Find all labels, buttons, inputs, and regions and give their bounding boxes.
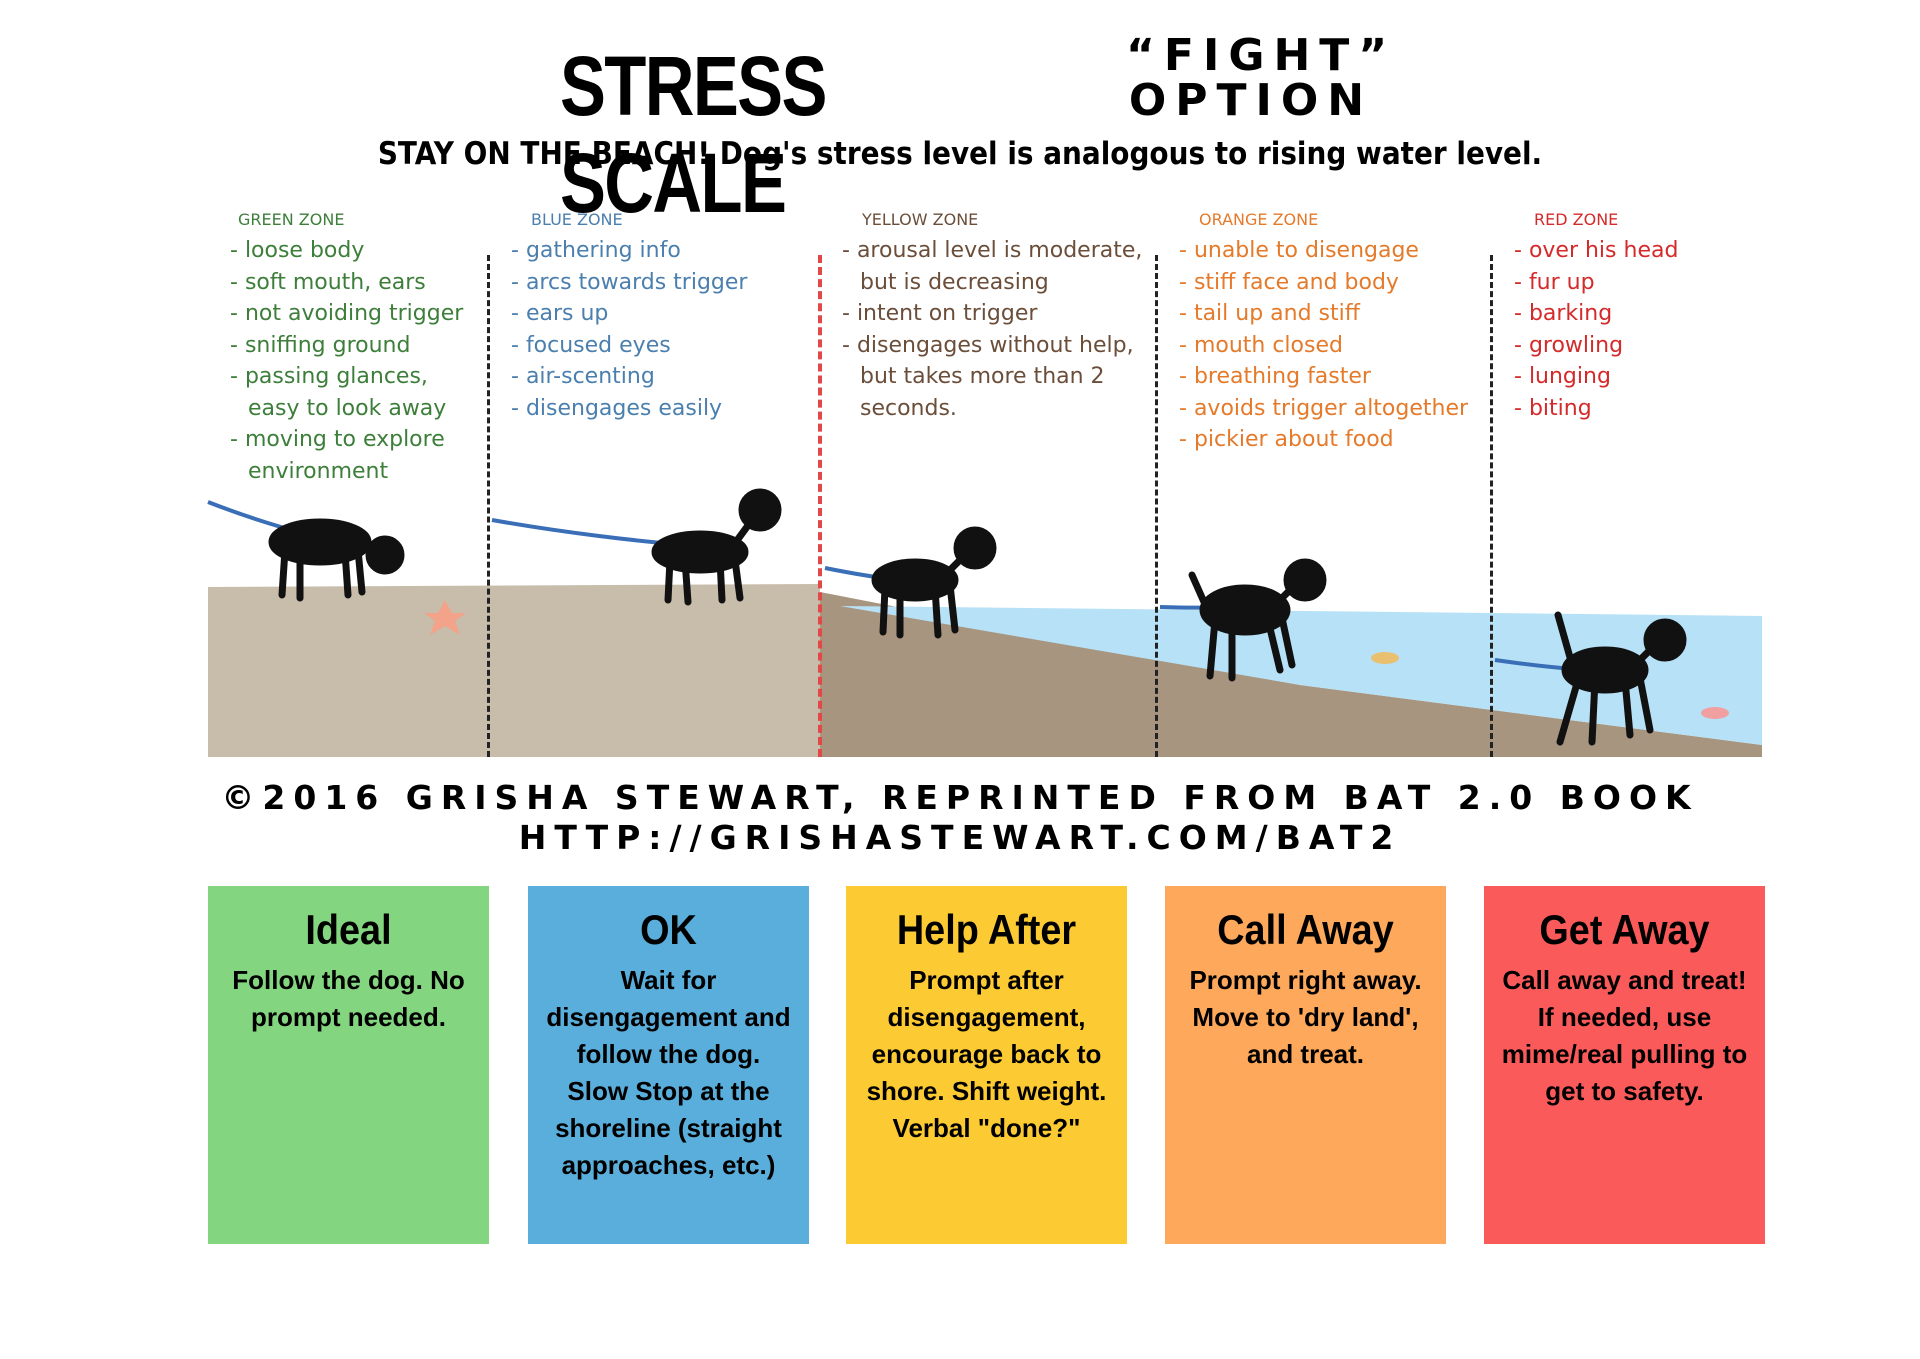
zone: RED ZONE over his headfur upbarkinggrowli…: [1514, 210, 1756, 424]
zone-item: mouth closed: [1179, 330, 1486, 362]
zone-item: stiff face and body: [1179, 267, 1486, 299]
card-title: Ideal: [305, 906, 392, 953]
zone: ORANGE ZONE unable to disengagestiff face…: [1179, 210, 1486, 456]
zone-items: over his headfur upbarkinggrowlinglungin…: [1514, 235, 1756, 424]
zone-item: barking: [1514, 298, 1756, 330]
zone-item: avoids trigger altogether: [1179, 393, 1486, 425]
beach-scene: [207, 488, 1762, 757]
zone-item: disengages without help, but takes more …: [842, 330, 1151, 425]
zone-item: pickier about food: [1179, 424, 1486, 456]
zone-item: over his head: [1514, 235, 1756, 267]
zone: GREEN ZONE loose bodysoft mouth, earsnot …: [230, 210, 483, 487]
credit-line: ©2016 GRISHA STEWART, REPRINTED FROM BAT…: [221, 778, 1699, 817]
card-text: Call away and treat! If needed, use mime…: [1501, 965, 1748, 1106]
fish: [1371, 652, 1399, 664]
card: OK Wait for disengagement and follow the …: [528, 886, 809, 1244]
dogs: [268, 488, 1687, 746]
sand: [208, 584, 820, 757]
option-bottom: OPTION: [1128, 75, 1374, 126]
zone-item: focused eyes: [511, 330, 814, 362]
zone-item: sniffing ground: [230, 330, 483, 362]
card-title: OK: [640, 906, 697, 953]
zone-item: passing glances, easy to look away: [230, 361, 483, 424]
zone-item: biting: [1514, 393, 1756, 425]
zone-item: soft mouth, ears: [230, 267, 483, 299]
zone-name: RED ZONE: [1534, 210, 1619, 229]
card-title: Get Away: [1539, 906, 1710, 953]
card-text: Prompt right away. Move to 'dry land', a…: [1189, 965, 1422, 1069]
zone-item: ears up: [511, 298, 814, 330]
zone-divider: [818, 255, 822, 757]
fish: [1701, 707, 1729, 719]
card: Get Away Call away and treat! If needed, …: [1484, 886, 1765, 1244]
water: [840, 606, 1762, 745]
title: STRESS SCALE: [560, 39, 827, 230]
zone-items: gathering infoarcs towards triggerears u…: [511, 235, 814, 424]
zone-name: GREEN ZONE: [238, 210, 345, 229]
zone-name: BLUE ZONE: [531, 210, 623, 229]
zone-items: loose bodysoft mouth, earsnot avoiding t…: [230, 235, 483, 487]
option-top: “FIGHT”: [1126, 30, 1397, 81]
subtitle: STAY ON THE BEACH! Dog's stress level is…: [377, 136, 1543, 172]
zone-item: growling: [1514, 330, 1756, 362]
zone-item: disengages easily: [511, 393, 814, 425]
zone-item: fur up: [1514, 267, 1756, 299]
zone-item: not avoiding trigger: [230, 298, 483, 330]
zone: BLUE ZONE gathering infoarcs towards trig…: [511, 210, 814, 424]
zone-item: lunging: [1514, 361, 1756, 393]
zone-divider: [1155, 255, 1158, 757]
zone-item: gathering info: [511, 235, 814, 267]
card-title: Help After: [896, 906, 1077, 953]
card-text: Wait for disengagement and follow the do…: [546, 965, 791, 1180]
zone-name: YELLOW ZONE: [862, 210, 979, 229]
starfish: [424, 600, 466, 635]
wet-sand: [820, 584, 1762, 757]
zone-item: breathing faster: [1179, 361, 1486, 393]
zone-item: unable to disengage: [1179, 235, 1486, 267]
zone-items: unable to disengagestiff face and bodyta…: [1179, 235, 1486, 456]
card: Help After Prompt after disengagement, en…: [846, 886, 1127, 1244]
credit-url: HTTP://GRISHASTEWART.COM/BAT2: [518, 818, 1402, 857]
zone-item: air-scenting: [511, 361, 814, 393]
zone-item: loose body: [230, 235, 483, 267]
zone-item: tail up and stiff: [1179, 298, 1486, 330]
card: Call Away Prompt right away. Move to 'dry…: [1165, 886, 1446, 1244]
card-title: Call Away: [1217, 906, 1394, 953]
zone-item: arousal level is moderate, but is decrea…: [842, 235, 1151, 298]
zone-item: arcs towards trigger: [511, 267, 814, 299]
zone: YELLOW ZONE arousal level is moderate, bu…: [842, 210, 1151, 424]
zone-name: ORANGE ZONE: [1199, 210, 1319, 229]
zone-divider: [1490, 255, 1493, 757]
card-text: Prompt after disengagement, encourage ba…: [866, 965, 1107, 1106]
card-text: Verbal "done?": [892, 1113, 1081, 1143]
zone-items: arousal level is moderate, but is decrea…: [842, 235, 1151, 424]
zone-item: moving to explore environment: [230, 424, 483, 487]
zone-item: intent on trigger: [842, 298, 1151, 330]
card-text: Follow the dog. No prompt needed.: [232, 965, 465, 1032]
zone-divider: [487, 255, 490, 757]
card: Ideal Follow the dog. No prompt needed.: [208, 886, 489, 1244]
